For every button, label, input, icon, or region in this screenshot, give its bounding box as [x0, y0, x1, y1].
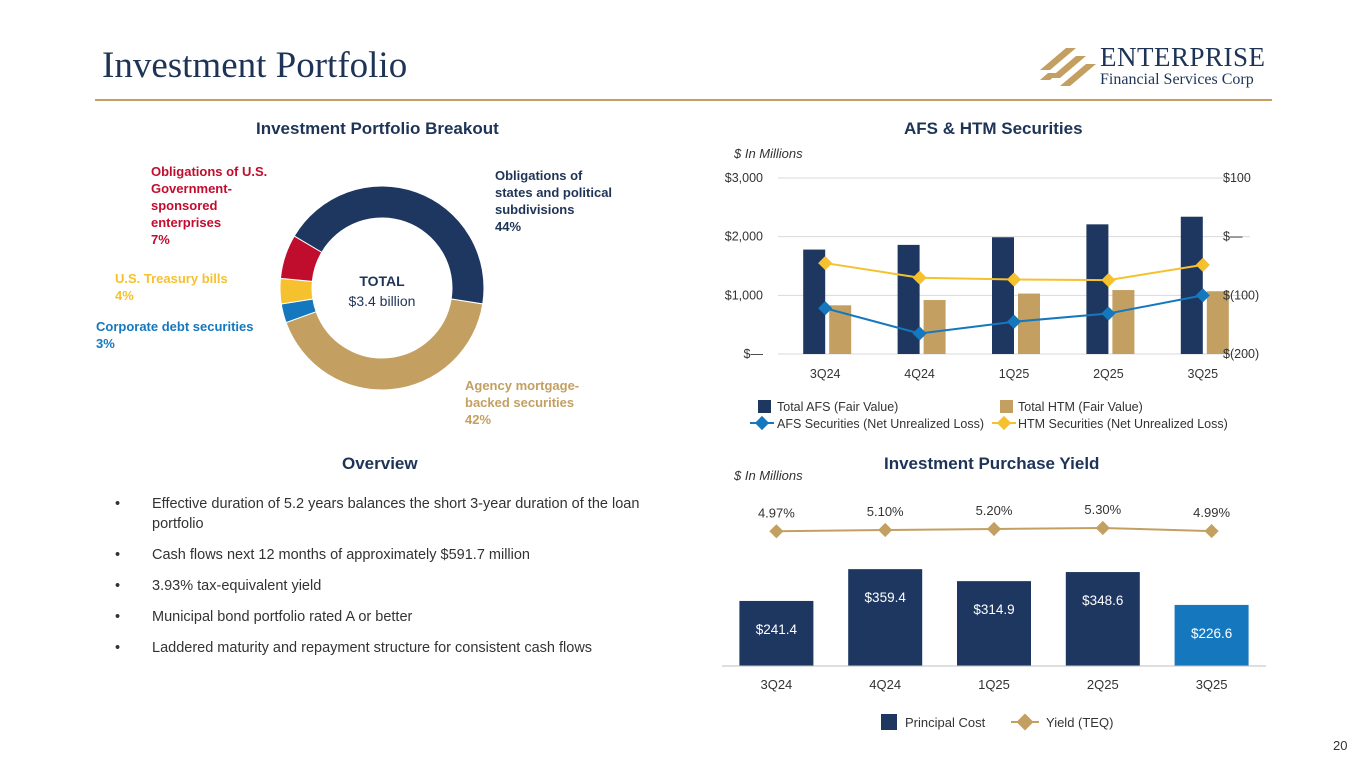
- x-tick-label: 3Q24: [810, 367, 841, 381]
- yield-marker: [1204, 524, 1219, 539]
- bar: [1086, 224, 1109, 354]
- legend-marker-afs-loss: [754, 415, 770, 431]
- bar: [1112, 290, 1135, 354]
- afs-htm-unit: $ In Millions: [734, 146, 803, 161]
- line-marker: [1006, 272, 1022, 287]
- slice-label-treasury-bills: U.S. Treasury bills 4%: [115, 271, 228, 303]
- yield-unit: $ In Millions: [734, 468, 803, 483]
- bar: [739, 600, 814, 666]
- bar-data-label: $241.4: [756, 622, 798, 637]
- legend-label-htm: Total HTM (Fair Value): [1018, 400, 1143, 414]
- overview-item: • 3.93% tax-equivalent yield: [115, 578, 322, 594]
- bar-data-label: $226.6: [1191, 626, 1232, 641]
- legend-swatch-htm: [1000, 400, 1013, 413]
- slice-label-gse: Obligations of U.S. Government-sponsored e…: [151, 164, 268, 247]
- y-tick-label: $1,000: [725, 288, 763, 302]
- title-rule: [95, 99, 1272, 101]
- bar: [897, 244, 920, 354]
- x-tick-label: 4Q24: [904, 367, 935, 381]
- donut-slice: [285, 298, 484, 391]
- line-marker: [1006, 314, 1022, 329]
- donut-center-value: $3.4 billion: [349, 293, 416, 309]
- x-tick-label: 3Q24: [760, 677, 792, 692]
- legend-marker-htm-loss: [996, 415, 1012, 431]
- y2-tick-label: $—: [1223, 230, 1243, 244]
- x-tick-label: 1Q25: [999, 367, 1030, 381]
- afs-htm-title: AFS & HTM Securities: [904, 119, 1083, 138]
- bar: [923, 300, 946, 354]
- enterprise-logo-icon: [1040, 48, 1096, 86]
- overview-item: • Effective duration of 5.2 years balance…: [115, 496, 640, 532]
- slice-label-corporate-debt: Corporate debt securities 3%: [96, 319, 254, 351]
- donut-slice: [279, 277, 314, 305]
- overview-item: • Municipal bond portfolio rated A or bet…: [115, 609, 413, 625]
- bar: [829, 305, 852, 354]
- donut-slice: [279, 235, 323, 282]
- donut-center-label: TOTAL: [359, 273, 405, 289]
- x-tick-label: 4Q24: [869, 677, 901, 692]
- bar: [992, 237, 1014, 354]
- page-title: Investment Portfolio: [102, 45, 408, 86]
- line-marker: [818, 301, 833, 316]
- bar: [848, 569, 923, 666]
- slice-label-agency-mbs: Agency mortgage-backed securities 42%: [465, 378, 580, 427]
- yield-legend: Principal Cost Yield (TEQ): [881, 713, 1113, 731]
- x-tick-label: 2Q25: [1093, 367, 1124, 381]
- x-tick-label: 2Q25: [1087, 677, 1119, 692]
- legend-label-principal: Principal Cost: [905, 715, 986, 730]
- bar: [803, 249, 826, 354]
- x-tick-label: 1Q25: [978, 677, 1010, 692]
- yield-marker: [769, 524, 784, 539]
- yield-data-label: 5.20%: [976, 503, 1013, 518]
- y2-tick-label: $(100): [1223, 288, 1259, 302]
- legend-label-afs: Total AFS (Fair Value): [777, 400, 898, 414]
- bar: [1174, 604, 1249, 666]
- page-number: 20: [1333, 738, 1348, 753]
- bar: [1065, 572, 1140, 666]
- afs-htm-legend: Total AFS (Fair Value) Total HTM (Fair V…: [750, 400, 1228, 431]
- y2-tick-label: $100: [1223, 171, 1251, 185]
- legend-label-yield: Yield (TEQ): [1046, 715, 1113, 730]
- bar-data-label: $314.9: [973, 602, 1014, 617]
- overview-list: • Effective duration of 5.2 years balance…: [115, 494, 675, 669]
- yield-title: Investment Purchase Yield: [884, 454, 1100, 473]
- purchase-yield-chart: $241.4 $359.4 $314.9 $348.6 $226.6 4.97% 5.10…: [722, 502, 1266, 731]
- yield-data-label: 5.30%: [1084, 502, 1121, 517]
- yield-marker: [878, 522, 893, 538]
- y-tick-label: $—: [744, 347, 764, 361]
- bar-data-label: $359.4: [865, 590, 907, 605]
- donut-slice: [293, 185, 485, 305]
- yield-data-label: 5.10%: [867, 504, 904, 519]
- legend-marker-yield: [1016, 713, 1034, 731]
- breakout-title: Investment Portfolio Breakout: [256, 119, 499, 138]
- legend-label-htm-loss: HTM Securities (Net Unrealized Loss): [1018, 417, 1228, 431]
- logo-wordmark: ENTERPRISE: [1100, 42, 1266, 72]
- yield-marker: [986, 521, 1002, 537]
- y-tick-label: $3,000: [725, 171, 763, 185]
- bar: [1018, 293, 1040, 354]
- afs-htm-chart: $— $1,000 $2,000 $3,000 $(200) $(100) $— $100 3Q…: [725, 171, 1259, 431]
- bar-data-label: $348.6: [1082, 593, 1123, 608]
- x-tick-label: 3Q25: [1196, 677, 1228, 692]
- bar: [1206, 291, 1229, 354]
- logo-subtitle: Financial Services Corp: [1100, 71, 1254, 88]
- legend-swatch-principal: [881, 714, 897, 730]
- bar: [1180, 216, 1203, 354]
- yield-data-label: 4.97%: [758, 505, 795, 520]
- legend-swatch-afs: [758, 400, 771, 413]
- overview-item: • Laddered maturity and repayment structu…: [115, 640, 593, 656]
- y-tick-label: $2,000: [725, 230, 763, 244]
- y2-tick-label: $(200): [1223, 347, 1259, 361]
- x-tick-label: 3Q25: [1188, 367, 1219, 381]
- portfolio-donut-chart: TOTAL $3.4 billion: [279, 185, 485, 391]
- slice-label-states: Obligations of states and political subdiv…: [495, 168, 613, 234]
- bar: [957, 581, 1031, 666]
- yield-data-label: 4.99%: [1193, 505, 1230, 520]
- yield-marker: [1095, 520, 1110, 536]
- legend-label-afs-loss: AFS Securities (Net Unrealized Loss): [777, 417, 984, 431]
- overview-item: • Cash flows next 12 months of approximat…: [115, 547, 530, 563]
- overview-title: Overview: [342, 454, 418, 473]
